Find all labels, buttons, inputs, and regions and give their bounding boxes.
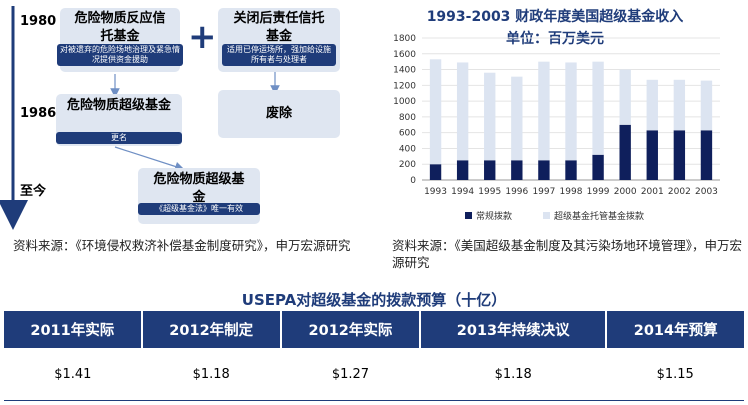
value-2014-budget: $1.15	[606, 348, 744, 401]
bar-trust-1996	[511, 76, 523, 161]
box2-tag: 适用已停运场所，强加给设施所有者与处理者	[222, 44, 336, 66]
history-diagram: 1980 1986 至今 危险物质反应信托基金 对被遗弃的危险场地治理及紧急情况…	[0, 0, 370, 232]
table-header-row: 2011年实际 2012年制定 2012年实际 2013年持续决议 2014年预…	[4, 311, 744, 348]
bar-regular-1997	[538, 160, 550, 180]
bar-trust-1998	[565, 62, 577, 161]
table-row: $1.41 $1.18 $1.27 $1.18 $1.15	[4, 348, 744, 401]
box3-tag: 更名	[56, 132, 182, 144]
chart-title-main: 1993-2003 财政年度美国超级基金收入	[426, 9, 684, 25]
header-2012-enacted: 2012年制定	[141, 311, 282, 348]
box5-title: 危险物质超级基金	[153, 172, 245, 205]
table-title: USEPA对超级基金的拨款预算（十亿）	[241, 291, 507, 309]
bar-regular-2002	[673, 130, 686, 180]
y-tick-label: 200	[399, 160, 416, 170]
box1-tag: 对被遗弃的危险场地治理及紧急情况提供资金援助	[57, 44, 183, 66]
x-tick-label: 1997	[532, 187, 555, 197]
value-2013-cr: $1.18	[420, 348, 607, 401]
income-chart: 0 200 400 600 800 1000 1200 1400 1600 1800 1993 199…	[393, 34, 720, 222]
bar-trust-2001	[646, 79, 658, 131]
header-2014-budget: 2014年预算	[606, 311, 744, 348]
y-tick-label: 600	[399, 129, 416, 139]
box5-tag: 《超级基金法》唯一有效	[138, 203, 260, 215]
year-1986: 1986	[20, 106, 57, 121]
chart-title: 1993-2003 财政年度美国超级基金收入 单位：百万美元	[380, 6, 730, 50]
y-tick-label: 1800	[393, 34, 416, 44]
y-tick-label: 1000	[393, 97, 416, 107]
bar-trust-2003	[700, 80, 713, 131]
header-2012-actual: 2012年实际	[280, 311, 422, 348]
bar-trust-2002	[673, 79, 686, 131]
x-tick-label: 1993	[424, 187, 447, 197]
header-2013-cr: 2013年持续决议	[420, 311, 608, 348]
x-tick-label: 1995	[478, 187, 501, 197]
bar-regular-2001	[646, 130, 658, 180]
x-tick-label: 2001	[641, 187, 664, 197]
legend-swatch	[465, 212, 472, 219]
x-tick-label: 1994	[451, 187, 474, 197]
source-note-right: 资料来源：《美国超级基金制度及其污染场地环境管理》，申万宏源研究	[392, 238, 743, 270]
year-now: 至今	[20, 184, 47, 199]
x-tick-label: 1996	[505, 187, 528, 197]
value-2012-actual: $1.27	[280, 348, 421, 401]
bar-trust-1997	[538, 61, 550, 161]
arrow-box3-to-box5	[114, 146, 185, 172]
bar-trust-1999	[592, 61, 604, 155]
x-tick-label: 2003	[695, 187, 718, 197]
y-tick-label: 1200	[393, 81, 416, 91]
legend-label: 常规拨款	[476, 210, 512, 222]
timeline-arrows	[0, 6, 280, 230]
plus-icon: +	[188, 17, 217, 57]
box-abolished: 废除	[218, 90, 340, 138]
legend-swatch	[543, 212, 550, 219]
bar-regular-1994	[456, 160, 469, 180]
value-2012-enacted: $1.18	[141, 348, 281, 401]
x-tick-label: 1999	[587, 187, 610, 197]
y-tick-label: 1600	[393, 50, 416, 60]
y-tick-label: 400	[399, 144, 416, 154]
year-1980: 1980	[20, 14, 57, 29]
x-tick-label: 1998	[560, 187, 583, 197]
box-hazardous-superfund-now: 危险物质超级基金	[138, 168, 260, 224]
y-tick-label: 800	[399, 113, 416, 123]
bar-trust-1993	[429, 59, 442, 165]
chart-subtitle: 单位：百万美元	[506, 31, 604, 47]
box2-title: 关闭后责任信托基金	[233, 11, 325, 44]
bar-regular-2000	[619, 124, 631, 180]
box3-title: 危险物质超级基金	[66, 98, 171, 113]
legend-label: 超级基金托管基金拨款	[554, 210, 644, 222]
budget-table: 2011年实际 2012年制定 2012年实际 2013年持续决议 2014年预…	[4, 311, 744, 401]
header-2011-actual: 2011年实际	[4, 311, 143, 348]
bar-trust-1995	[484, 72, 496, 161]
source-note-left: 资料来源：《环境侵权救济补偿基金制度研究》，申万宏源研究	[13, 238, 351, 253]
box4-title: 废除	[265, 106, 292, 121]
bar-regular-2003	[700, 130, 713, 180]
bar-regular-1996	[511, 160, 523, 180]
y-tick-label: 0	[410, 176, 416, 186]
bar-regular-1998	[565, 160, 577, 180]
bar-regular-1999	[592, 154, 604, 180]
bar-trust-2000	[619, 69, 631, 125]
bar-regular-1995	[484, 160, 496, 180]
x-tick-label: 2002	[668, 187, 691, 197]
y-tick-label: 1400	[393, 66, 416, 76]
bar-regular-1993	[429, 164, 442, 180]
box1-title: 危险物质反应信托基金	[74, 11, 166, 44]
x-tick-label: 2000	[614, 187, 637, 197]
value-2011-actual: $1.41	[4, 348, 142, 401]
bar-trust-1994	[456, 62, 469, 161]
